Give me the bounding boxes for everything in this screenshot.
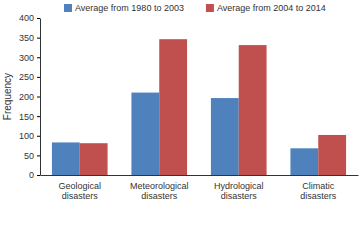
legend-swatch <box>64 4 72 12</box>
y-tick-label: 350 <box>19 33 34 43</box>
bar <box>52 142 80 175</box>
y-tick-label: 50 <box>24 151 34 161</box>
chart: 050100150200250300350400Geologicaldisast… <box>0 0 364 230</box>
bar <box>131 93 159 175</box>
x-tick-label: Climaticdisasters <box>300 181 337 201</box>
y-tick-mark <box>37 77 40 78</box>
y-tick: 100 <box>19 131 40 141</box>
y-tick-mark <box>37 136 40 137</box>
y-tick: 400 <box>19 13 40 23</box>
y-tick: 300 <box>19 53 40 63</box>
bar <box>239 45 267 175</box>
x-axis: GeologicaldisastersMeteorologicaldisaste… <box>41 176 359 202</box>
bar <box>211 98 239 175</box>
bar <box>80 143 108 175</box>
plot: 050100150200250300350400Geologicaldisast… <box>19 13 359 201</box>
x-tick: Climaticdisasters <box>300 181 337 201</box>
bars <box>52 39 346 175</box>
y-tick-label: 0 <box>29 170 34 180</box>
y-axis: 0 50 100 150 200 250 300 350 400 <box>19 13 41 180</box>
y-tick-mark <box>37 38 40 39</box>
bar <box>290 148 318 175</box>
y-tick-label: 300 <box>19 53 34 63</box>
x-tick-label: Meteorologicaldisasters <box>130 181 189 201</box>
x-tick-label-line: disasters <box>62 191 99 201</box>
x-tick-label-line: disasters <box>141 191 178 201</box>
y-tick-mark <box>37 175 40 176</box>
bar <box>318 135 346 175</box>
x-tick-label: Geologicaldisasters <box>58 181 101 201</box>
legend-item: Average from 1980 to 2003 <box>64 3 184 13</box>
x-tick-label: Hydrologicaldisasters <box>214 181 264 201</box>
y-tick-mark <box>37 97 40 98</box>
legend-label: Average from 1980 to 2003 <box>75 3 184 13</box>
y-tick-label: 400 <box>19 13 34 23</box>
bar-series <box>80 39 346 175</box>
legend-item: Average from 2004 to 2014 <box>206 3 326 13</box>
y-tick-mark <box>37 155 40 156</box>
legend-label: Average from 2004 to 2014 <box>217 3 326 13</box>
y-axis-title: Frequency <box>2 73 13 120</box>
legend: Average from 1980 to 2003 Average from 20… <box>64 3 326 13</box>
legend-swatch <box>206 4 214 12</box>
y-tick: 150 <box>19 112 40 122</box>
x-tick-label-line: Geological <box>58 181 101 191</box>
x-tick: Meteorologicaldisasters <box>130 181 189 201</box>
bar <box>159 39 187 175</box>
x-tick-label-line: Hydrological <box>214 181 264 191</box>
y-tick-mark <box>37 57 40 58</box>
x-tick: Hydrologicaldisasters <box>214 181 264 201</box>
y-tick-label: 100 <box>19 131 34 141</box>
x-axis-line <box>41 175 359 176</box>
x-tick-label-line: disasters <box>300 191 337 201</box>
x-tick-label-line: Climatic <box>302 181 335 191</box>
y-tick: 0 <box>29 170 40 180</box>
y-tick-label: 200 <box>19 92 34 102</box>
y-tick-label: 150 <box>19 112 34 122</box>
x-tick: Geologicaldisasters <box>58 181 101 201</box>
y-axis-line <box>40 19 41 176</box>
y-tick: 350 <box>19 33 40 43</box>
y-tick-mark <box>37 116 40 117</box>
y-tick-label: 250 <box>19 72 34 82</box>
y-tick-mark <box>37 18 40 19</box>
x-tick-label-line: disasters <box>221 191 258 201</box>
y-tick: 50 <box>24 151 40 161</box>
x-tick-label-line: Meteorological <box>130 181 189 191</box>
y-tick: 200 <box>19 92 40 102</box>
y-tick: 250 <box>19 72 40 82</box>
